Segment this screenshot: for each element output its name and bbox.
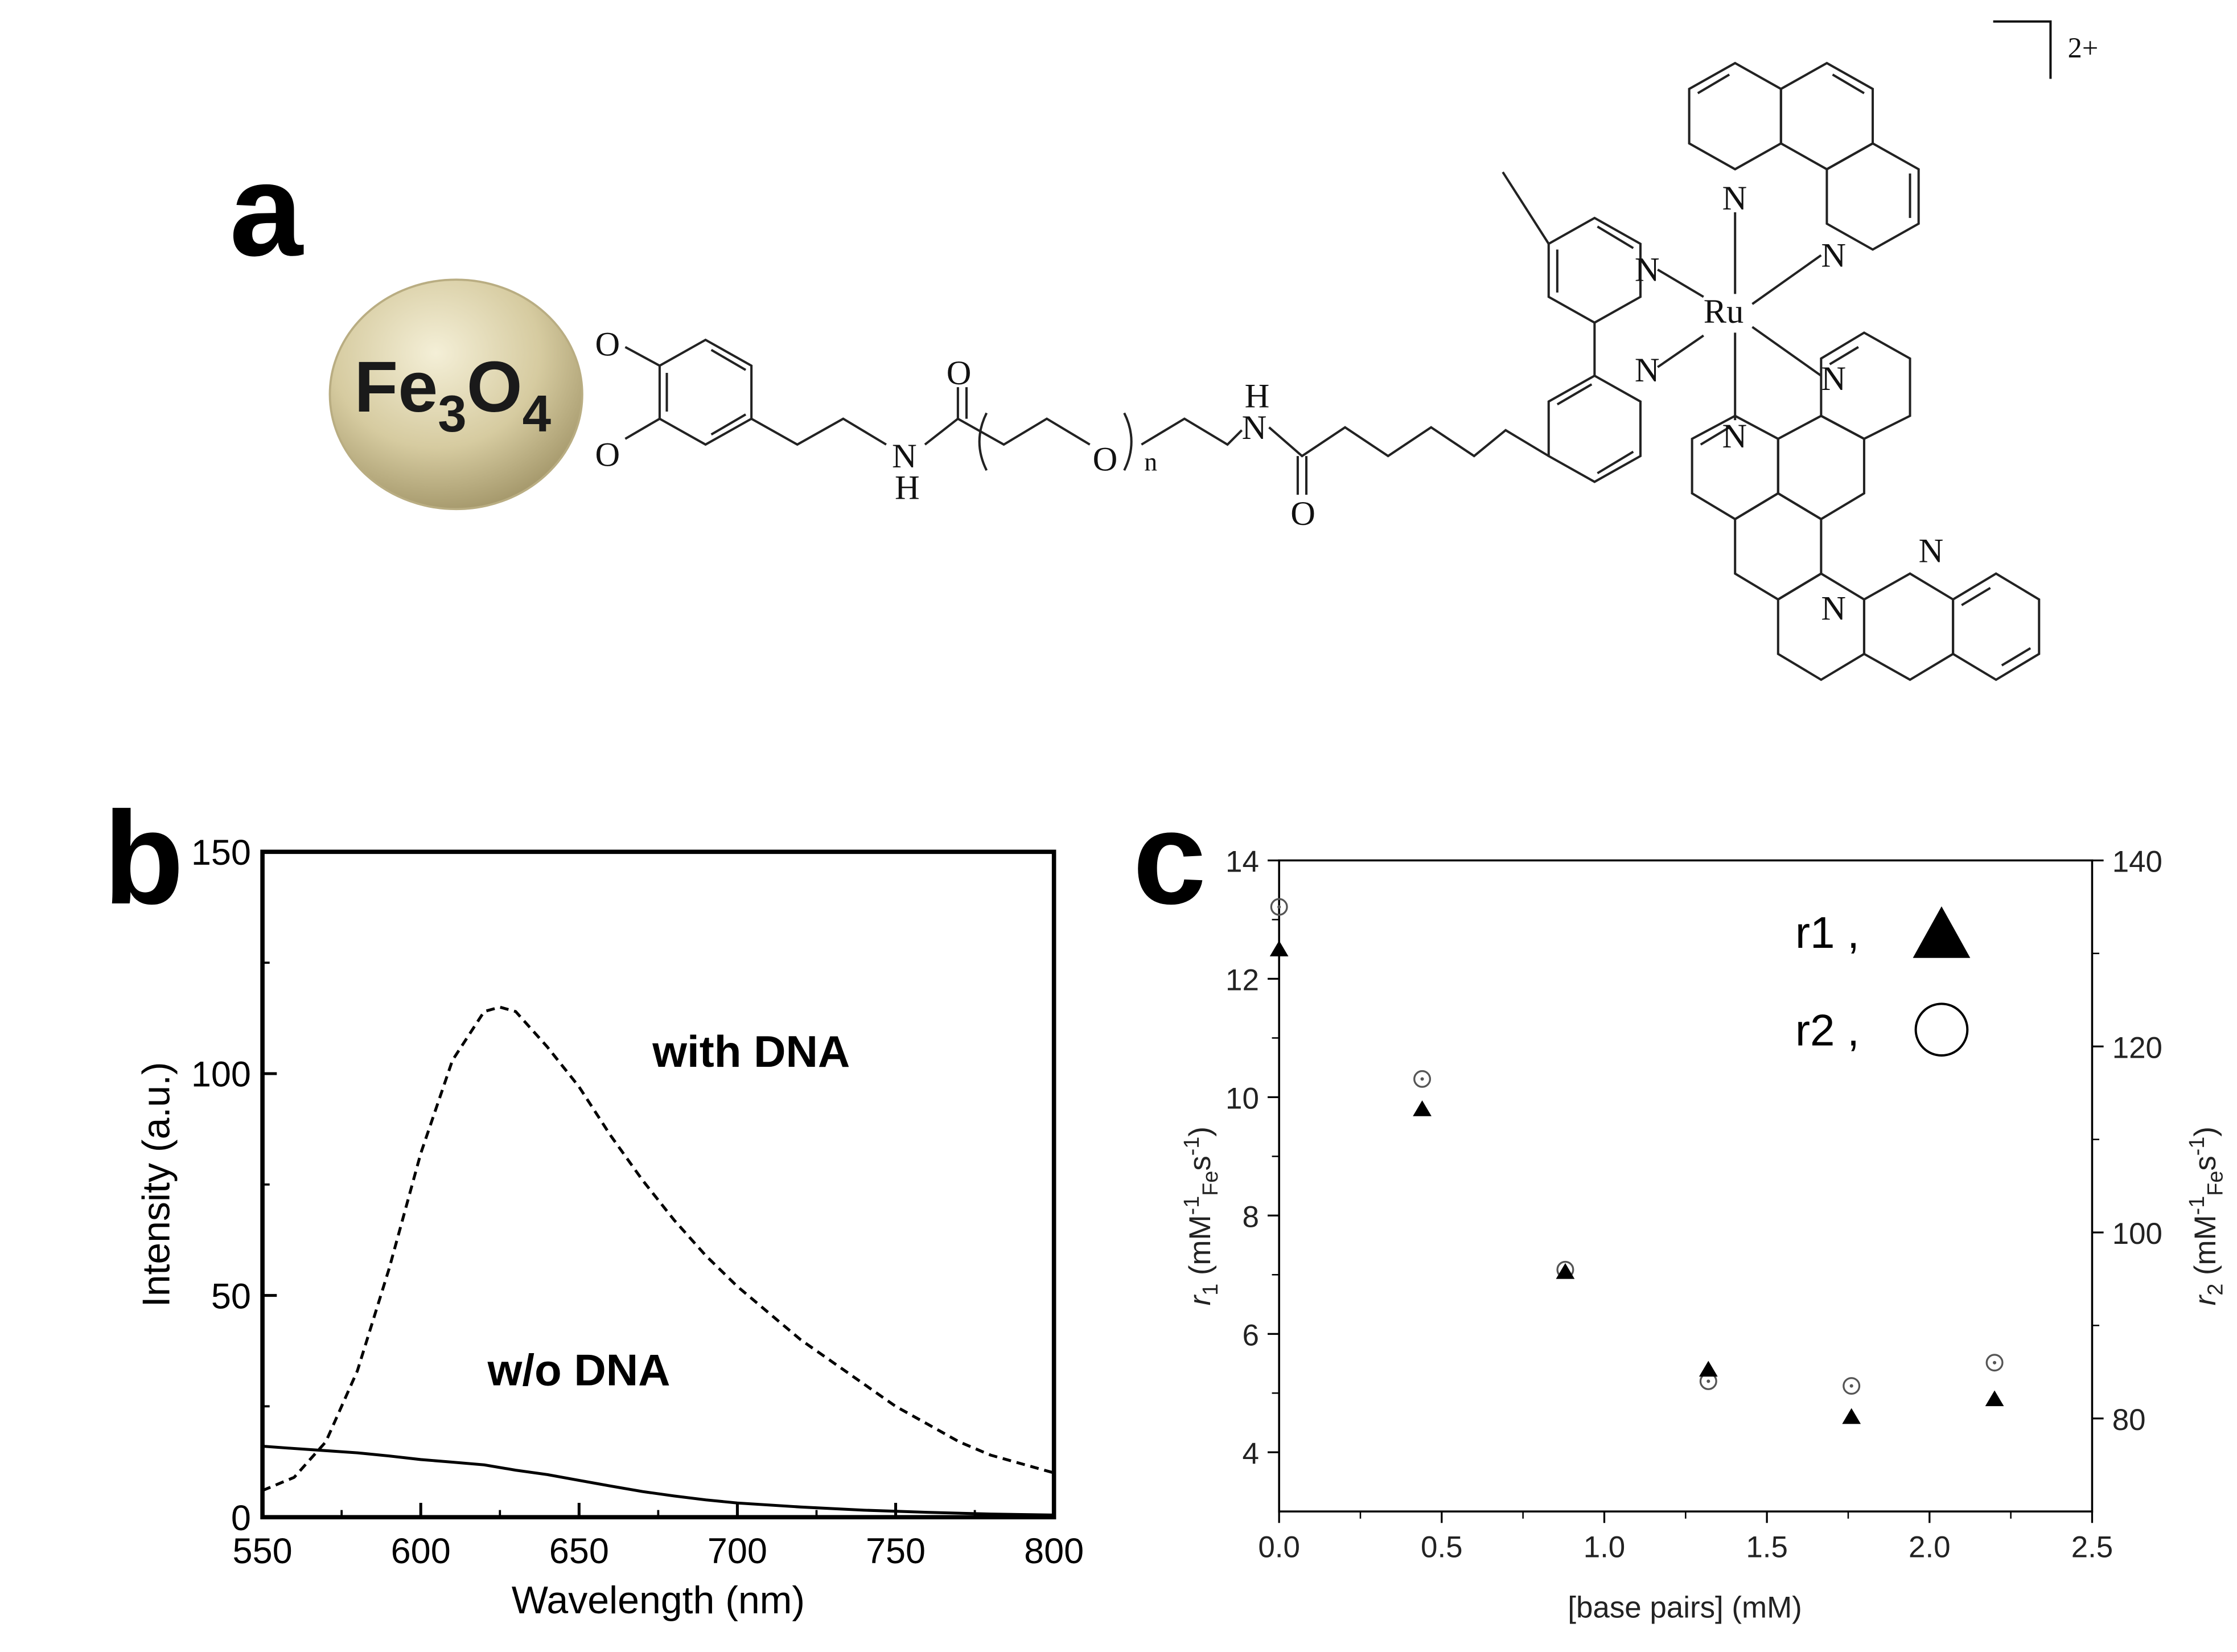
c-ytick-left-label: 12 — [1226, 964, 1259, 997]
c-ytick-left-label: 14 — [1226, 845, 1259, 879]
r1-point — [1556, 1263, 1575, 1279]
panel-b-ylabel: Intensity (a.u.) — [134, 1062, 178, 1307]
atom-n-phen-2: N — [1821, 237, 1846, 275]
c-ytick-left-label: 6 — [1242, 1318, 1259, 1352]
atom-o-carbonyl-right: O — [1290, 495, 1315, 533]
c-xtick-label: 1.5 — [1746, 1531, 1788, 1564]
b-xtick-label: 550 — [233, 1531, 293, 1571]
panel-a-label: a — [229, 136, 304, 283]
c-xtick-label: 0.0 — [1258, 1531, 1300, 1564]
b-ytick-label: 150 — [191, 833, 251, 873]
annotation-with-dna: with DNA — [652, 1026, 850, 1076]
atom-n-amide-left: N — [892, 437, 917, 475]
annotation-without-dna: w/o DNA — [487, 1345, 671, 1395]
b-ytick-label: 100 — [191, 1055, 251, 1095]
atom-n-bpy-1: N — [1635, 251, 1660, 289]
panel-b-xlabel: Wavelength (nm) — [512, 1579, 805, 1622]
series-without-dna-line — [262, 1444, 1054, 1517]
molecule-atoms: O O N H O O n H N O N N Ru N N N N N N — [595, 179, 1944, 627]
c-xtick-label: 2.0 — [1909, 1531, 1951, 1564]
c-ytick-right-label: 120 — [2112, 1031, 2162, 1065]
r2-point — [1985, 1354, 2004, 1372]
c-xtick-label: 2.5 — [2071, 1531, 2113, 1564]
legend-r2-marker — [1914, 1002, 1969, 1057]
panel-b-axes: 550 600 650 700 750 800 0 50 100 150 — [191, 833, 1084, 1571]
c-ytick-right-label: 80 — [2112, 1403, 2146, 1437]
atom-n-amide-right: N — [1242, 409, 1267, 447]
r2-point — [1270, 898, 1288, 916]
r1-point — [1842, 1408, 1861, 1424]
peg-repeat-n: n — [1144, 447, 1157, 476]
r2-point — [1843, 1377, 1861, 1395]
panel-c-legend: r1 , r2 , — [1795, 906, 1971, 1057]
panel-c-frame — [1278, 859, 2094, 1513]
panel-b-series — [262, 1005, 1055, 1517]
r1-point — [1699, 1361, 1718, 1377]
panel-c-ylabel-left: r1 (mM-1Fes-1) — [1180, 1127, 1223, 1305]
r2-point-center — [1706, 1379, 1710, 1383]
panel-b: b 550 600 650 700 750 800 0 50 100 150 Wavelength… — [103, 784, 1084, 1622]
r2-point-center — [1849, 1384, 1853, 1388]
r2-point-center — [1420, 1077, 1424, 1081]
r2-point-center — [1277, 905, 1281, 909]
c-ytick-left-label: 4 — [1242, 1437, 1259, 1470]
series-with-dna-line — [262, 1005, 1055, 1492]
atom-n-phen-1: N — [1722, 179, 1747, 217]
atom-n-dppz-2: N — [1722, 417, 1747, 455]
complex-charge: 2+ — [2068, 32, 2099, 64]
r1-point — [1413, 1100, 1432, 1116]
panel-b-label: b — [103, 784, 184, 932]
b-xtick-label: 800 — [1024, 1531, 1084, 1571]
atom-o-bottom: O — [595, 436, 620, 474]
panel-b-frame — [260, 849, 1056, 1519]
c-ytick-left-label: 8 — [1242, 1200, 1259, 1234]
atom-n-dppz-3: N — [1919, 532, 1944, 570]
atom-n-dppz-4: N — [1821, 589, 1846, 627]
atom-o-peg: O — [1093, 440, 1118, 478]
atom-h-amide-right: H — [1245, 377, 1270, 415]
r2-point — [1413, 1070, 1432, 1088]
r1-point — [1985, 1390, 2004, 1407]
panel-c-label: c — [1133, 784, 1206, 932]
panel-c-axes: 0.0 0.5 1.0 1.5 2.0 2.5 4 6 8 10 12 14 80 100 120 140 — [1226, 845, 2162, 1564]
charge-bracket — [1993, 20, 2052, 79]
molecule-bonds — [624, 61, 2041, 681]
panel-c-series — [1269, 898, 2004, 1424]
nanoparticle-sphere — [328, 278, 583, 511]
panel-c-xlabel: [base pairs] (mM) — [1568, 1591, 1802, 1625]
atom-o-carbonyl-left: O — [947, 354, 972, 392]
atom-h-amide-left: H — [895, 469, 920, 507]
atom-n-bpy-2: N — [1635, 351, 1660, 389]
legend-r1-marker — [1913, 906, 1971, 958]
b-xtick-label: 750 — [866, 1531, 926, 1571]
b-ytick-label: 50 — [211, 1276, 251, 1316]
panel-c-ylabel-right: r2 (mM-1Fes-1) — [2185, 1127, 2228, 1305]
b-xtick-label: 650 — [549, 1531, 609, 1571]
panel-a: a Fe3O4 — [229, 20, 2099, 681]
r2-point-center — [1993, 1361, 1997, 1365]
panel-c: c 0.0 0.5 1.0 1.5 2.0 2.5 4 6 8 10 12 14 80 100 120 140… — [1133, 784, 2228, 1625]
c-xtick-label: 1.0 — [1584, 1531, 1626, 1564]
atom-ru: Ru — [1704, 293, 1744, 331]
c-xtick-label: 0.5 — [1421, 1531, 1463, 1564]
b-xtick-label: 600 — [391, 1531, 451, 1571]
atom-n-dppz-1: N — [1821, 360, 1846, 398]
c-ytick-left-label: 10 — [1226, 1082, 1259, 1115]
legend-r1-label: r1 , — [1795, 907, 1860, 957]
b-ytick-label: 0 — [231, 1498, 251, 1538]
c-ytick-right-label: 140 — [2112, 845, 2162, 879]
nanoparticle-label: Fe3O4 — [354, 347, 551, 443]
atom-o-top: O — [595, 326, 620, 364]
legend-r2-label: r2 , — [1795, 1005, 1860, 1055]
c-ytick-right-label: 100 — [2112, 1217, 2162, 1251]
r1-point — [1269, 940, 1289, 957]
b-xtick-label: 700 — [708, 1531, 767, 1571]
